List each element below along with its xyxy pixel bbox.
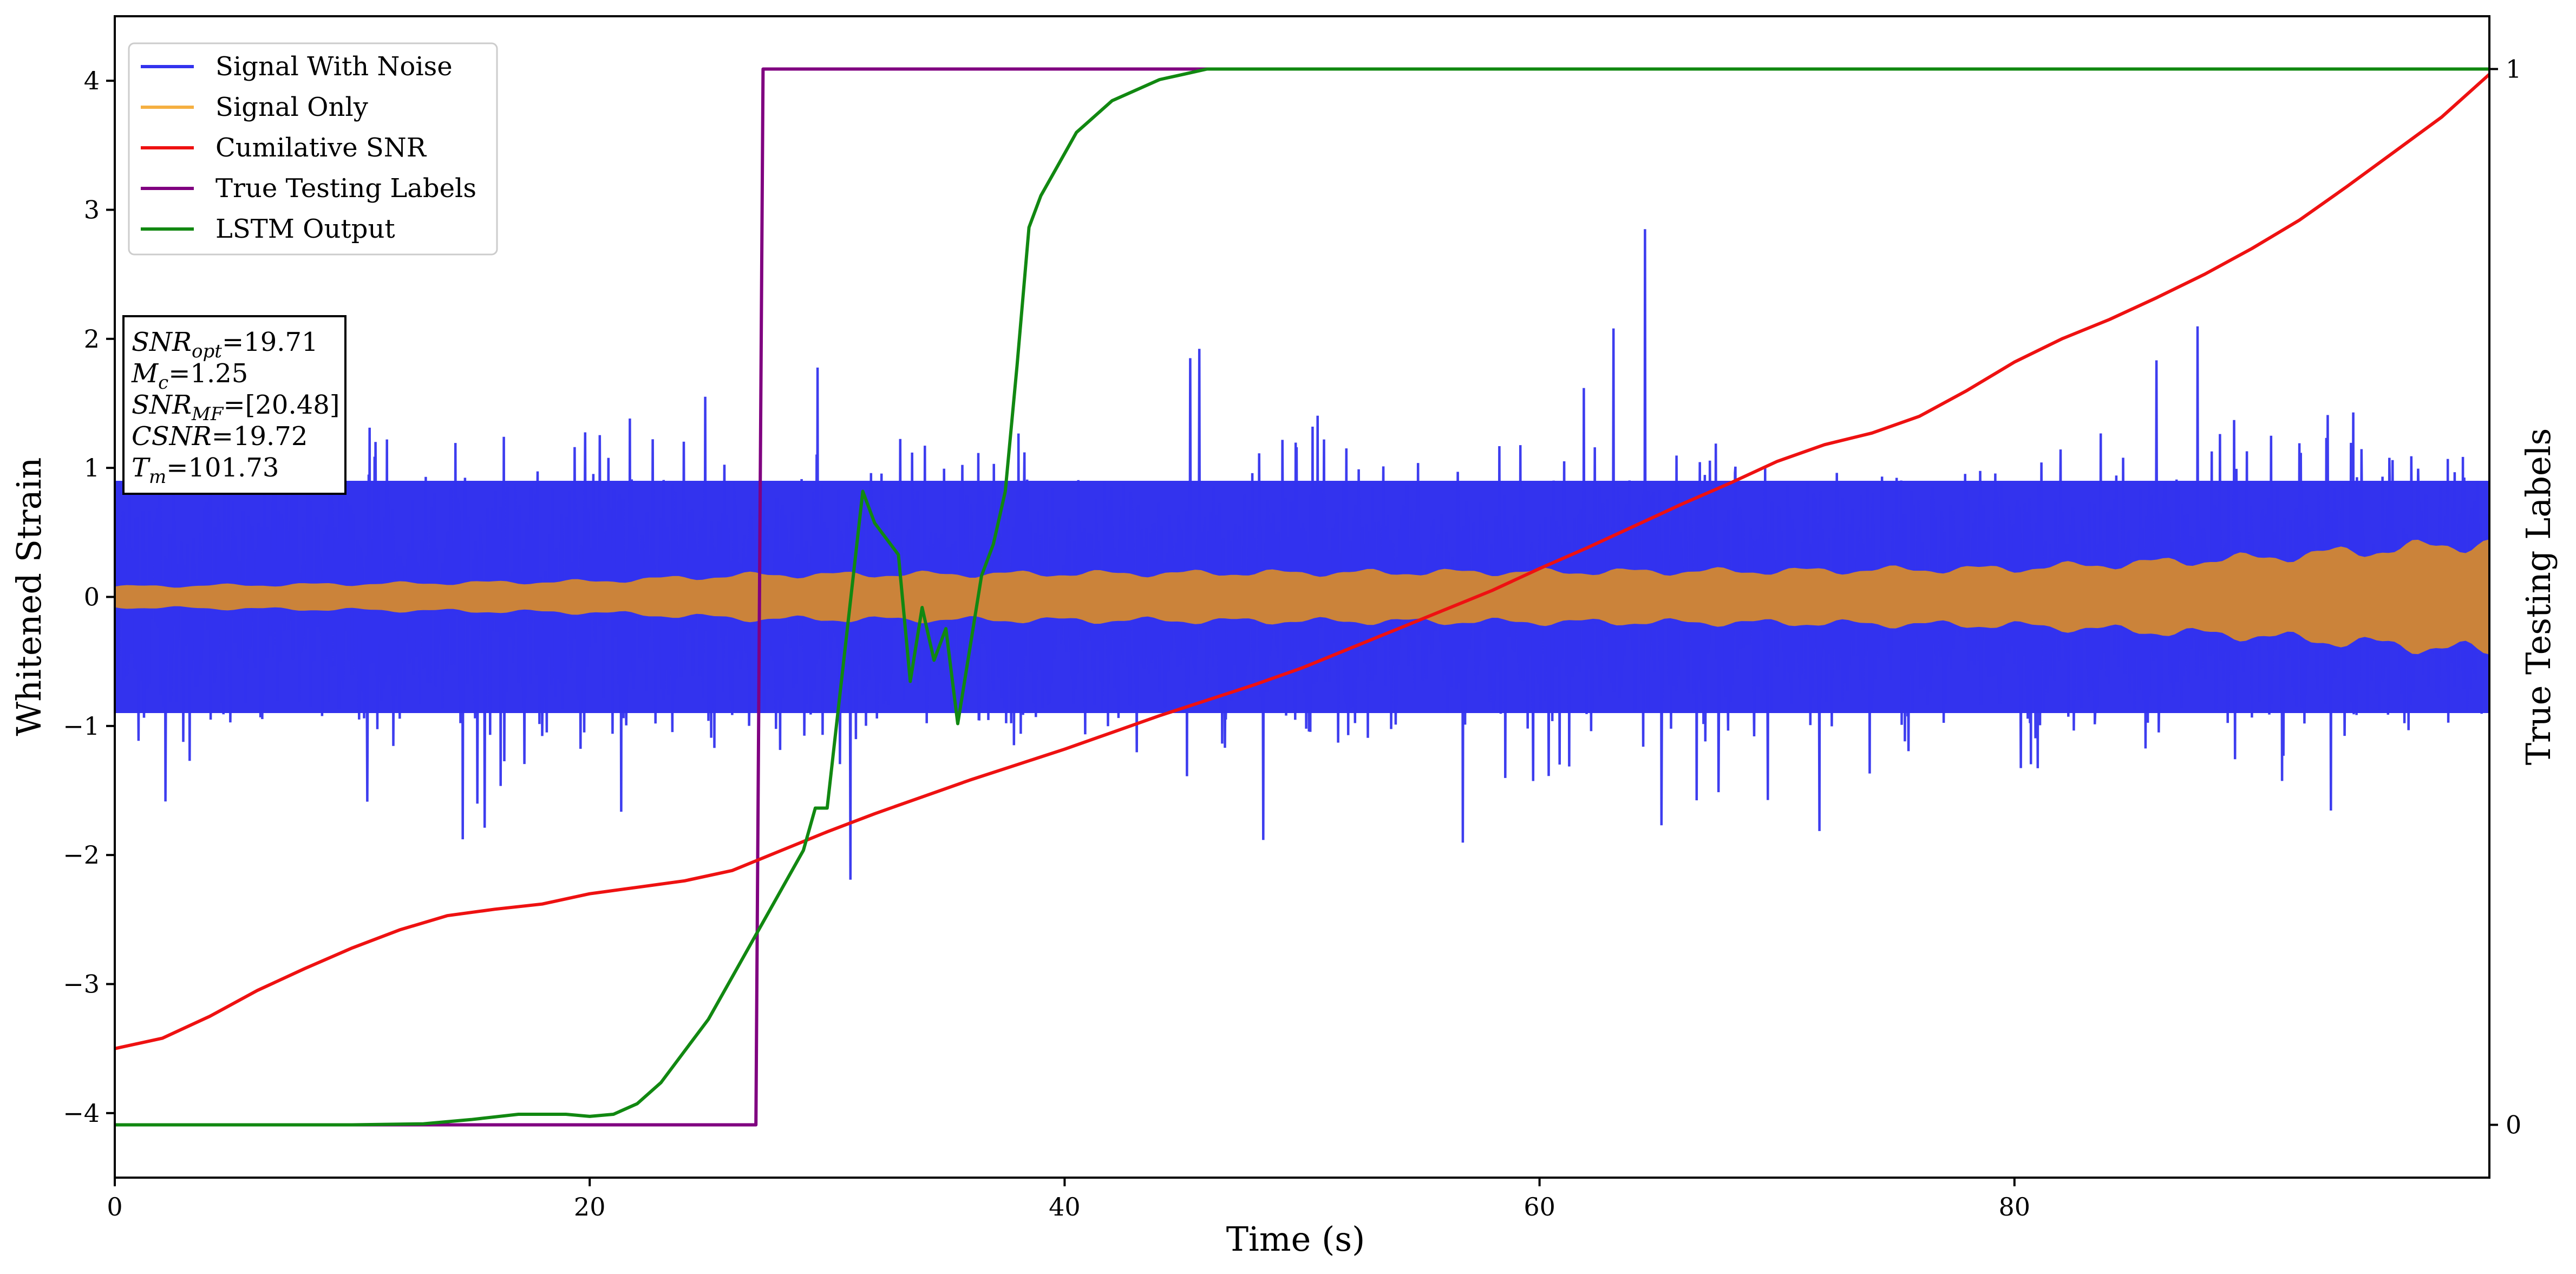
y-tick-label: 4 [84, 66, 100, 95]
legend-box [128, 42, 498, 256]
x-tick-label: 40 [1049, 1192, 1081, 1221]
signal-only-series [115, 539, 2489, 655]
plot-area [115, 67, 2489, 1127]
legend-label: LSTM Output [215, 214, 395, 244]
y-axis-right: 01 [2489, 55, 2521, 1140]
annotation-line: Tm=101.73 [132, 453, 279, 488]
x-tick-label: 80 [1999, 1192, 2031, 1221]
cumilative-snr-line [115, 73, 2489, 1050]
annotation-line: SNRMF=[20.48] [132, 390, 340, 425]
y-tick-label: 1 [84, 453, 100, 482]
y-tick-label: −2 [63, 840, 100, 870]
y2-axis-label: True Testing Labels [2519, 428, 2558, 766]
annotation-line: SNRopt=19.71 [132, 327, 318, 362]
legend-label: Signal Only [215, 92, 368, 122]
x-tick-label: 60 [1524, 1192, 1555, 1221]
annotation-line: Mc=1.25 [131, 358, 248, 394]
y-axis-left: −4 −3 −2 −1 0 1 2 3 4 [63, 66, 115, 1128]
legend-label: Signal With Noise [215, 51, 453, 82]
y-axis-label: Whitened Strain [9, 458, 49, 736]
line-series-group [115, 67, 2489, 1127]
legend-label: Cumilative SNR [215, 133, 427, 163]
lstm-output-line [115, 67, 2489, 1127]
y2-tick-label: 0 [2506, 1110, 2521, 1140]
annotation-line: CSNR=19.72 [132, 421, 308, 452]
x-axis: 0 20 40 60 80 [107, 1178, 2030, 1221]
legend: Signal With Noise Signal Only Cumilative S… [128, 42, 498, 256]
x-tick-label: 0 [107, 1192, 122, 1221]
y-tick-label: −4 [63, 1099, 100, 1128]
y-tick-label: 0 [84, 583, 100, 612]
annotation-frame [122, 315, 346, 495]
y-tick-label: 3 [84, 195, 100, 225]
y-tick-label: −3 [63, 970, 100, 999]
x-axis-label: Time (s) [1226, 1219, 1365, 1259]
y-tick-label: −1 [63, 711, 100, 741]
legend-label: True Testing Labels [215, 173, 476, 204]
annotation-box: SNRopt=19.71Mc=1.25SNRMF=[20.48]CSNR=19.… [122, 315, 346, 495]
y2-tick-label: 1 [2506, 55, 2521, 84]
x-tick-label: 20 [574, 1192, 606, 1221]
signal-only-envelope [115, 539, 2489, 655]
y-tick-label: 2 [84, 324, 100, 354]
